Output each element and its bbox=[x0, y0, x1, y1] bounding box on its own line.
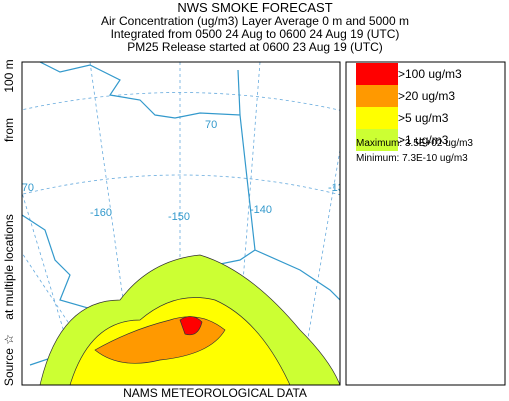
map-label: -140 bbox=[250, 204, 272, 216]
map-label: -170 bbox=[12, 182, 34, 194]
map-label: -160 bbox=[90, 207, 112, 219]
legend-swatch bbox=[356, 129, 398, 151]
map-frame bbox=[21, 61, 341, 386]
subtitle: PM25 Release started at 0600 23 Aug 19 (… bbox=[127, 40, 382, 54]
legend-label: >1 ug/m3 bbox=[398, 133, 449, 147]
subtitle: Air Concentration (ug/m3) Layer Average … bbox=[101, 14, 409, 28]
legend-swatch bbox=[356, 107, 398, 129]
legend: >100 ug/m3 >20 ug/m3 >5 ug/m3 >1 ug/m3 bbox=[356, 63, 462, 151]
source-note: Source ☆ at multiple locations from 100 … bbox=[2, 59, 16, 386]
source-text: Source ☆ bbox=[2, 334, 16, 386]
map-label: -150 bbox=[168, 211, 190, 223]
source-text: from bbox=[2, 118, 16, 142]
legend-frame bbox=[345, 61, 506, 386]
legend-swatch bbox=[356, 63, 398, 85]
maximum: Maximum: 3.5E+02 ug/m3 bbox=[356, 138, 473, 149]
title: NWS SMOKE FORECAST bbox=[177, 0, 332, 15]
footer: NAMS METEOROLOGICAL DATA bbox=[123, 386, 307, 400]
map-label: 70 bbox=[205, 119, 217, 131]
map: -170 -160 -150 -140 -130 70 bbox=[12, 62, 350, 385]
subtitle: Integrated from 0500 24 Aug to 0600 24 A… bbox=[111, 27, 400, 41]
source-text: at multiple locations bbox=[2, 214, 16, 319]
source-text: 100 m bbox=[2, 59, 16, 92]
legend-label: >5 ug/m3 bbox=[398, 111, 449, 125]
minimum: Minimum: 7.3E-10 ug/m3 bbox=[356, 153, 468, 164]
map-label: -130 bbox=[328, 182, 350, 194]
legend-swatch bbox=[356, 85, 398, 107]
legend-label: >100 ug/m3 bbox=[398, 67, 462, 81]
legend-label: >20 ug/m3 bbox=[398, 89, 455, 103]
